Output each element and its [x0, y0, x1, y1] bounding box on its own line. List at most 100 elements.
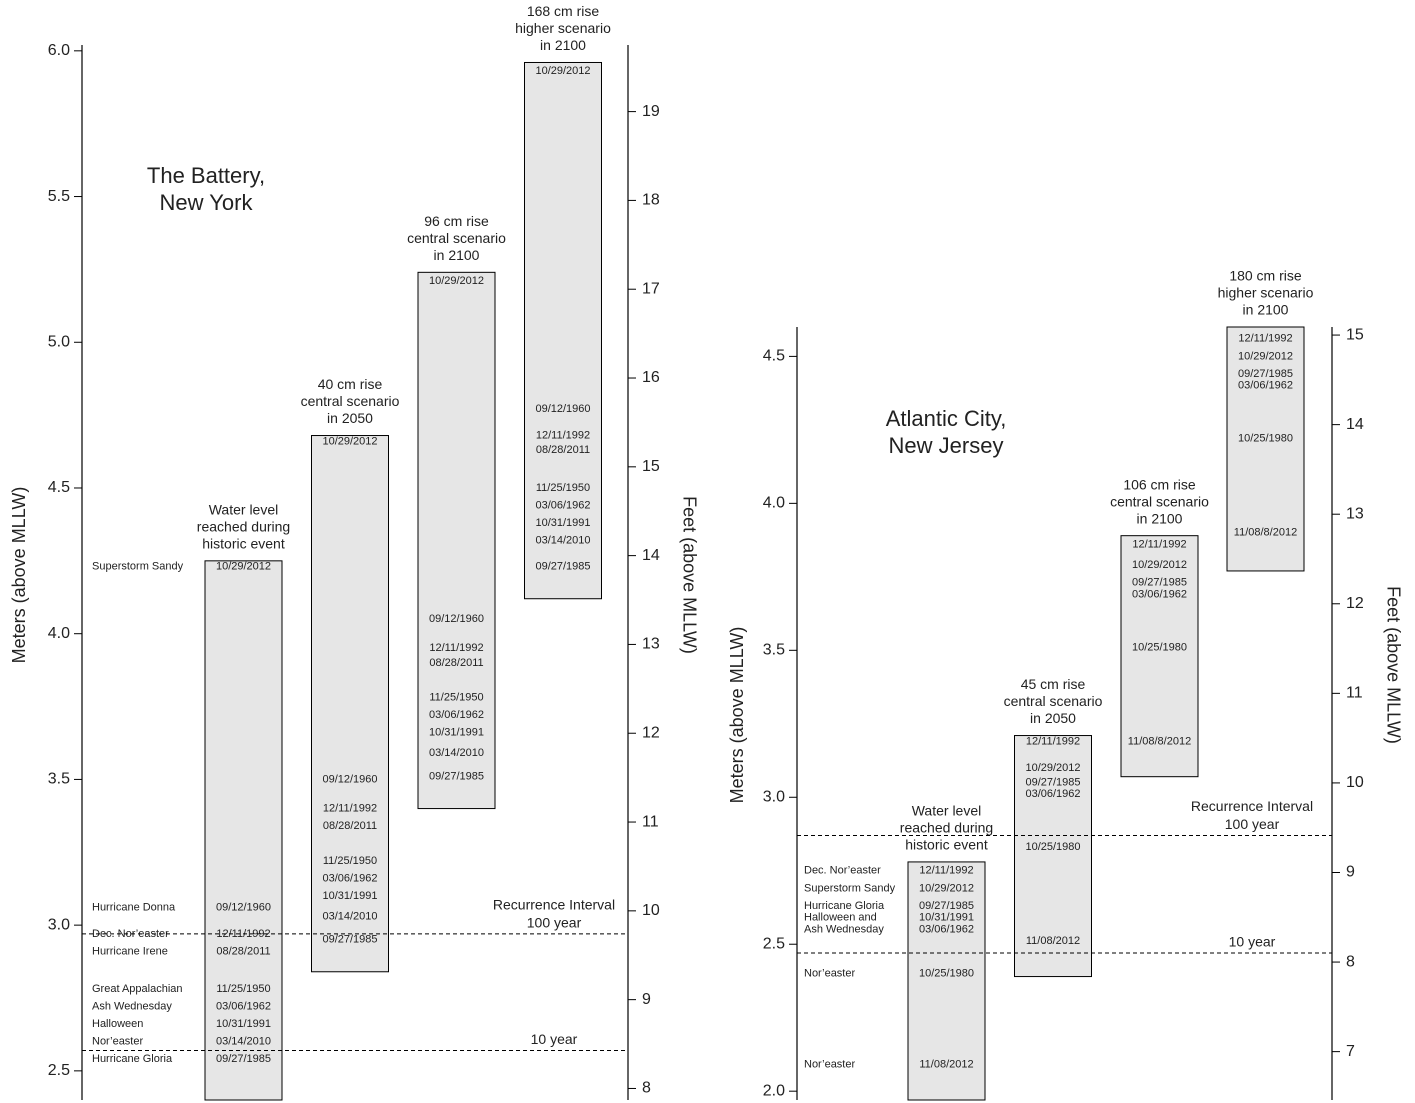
event-date: 10/31/1991: [535, 517, 590, 529]
event-name: Hurricane Irene: [92, 945, 168, 957]
event-date: 03/14/2010: [216, 1036, 271, 1048]
event-name: Halloween: [92, 1018, 143, 1030]
column-heading: 180 cm rise: [1229, 268, 1302, 284]
recurrence-title: Recurrence Interval: [1191, 798, 1313, 814]
panel: 2.5 3.0 3.5 4.0 4.5 5.0 5.5 6.0 8 9 10 11 12 13 14 15 16…: [9, 3, 699, 1101]
event-name: Nor’easter: [92, 1036, 143, 1048]
y2-tick-label: 11: [642, 813, 659, 830]
scenario-box: [1014, 735, 1092, 978]
event-name: Great Appalachian: [92, 983, 183, 995]
y-tick-label: 4.5: [763, 348, 785, 365]
y2-tick-label: 10: [642, 902, 660, 919]
event-date: 10/29/2012: [1132, 559, 1187, 571]
column-heading: central scenario: [1004, 693, 1103, 709]
column-heading: Water level: [209, 502, 279, 518]
column-heading: reached during: [197, 519, 290, 535]
column-heading: Water level: [912, 803, 982, 819]
scenario-box: [204, 560, 283, 1101]
event-date: 09/27/1985: [429, 770, 484, 782]
event-date: 11/08/8/2012: [1128, 735, 1191, 747]
event-date: 08/28/2011: [536, 444, 590, 456]
event-date: 10/31/1991: [919, 912, 974, 924]
event-date: 03/06/1962: [216, 1001, 271, 1013]
column-heading: in 2050: [327, 410, 373, 426]
y2-tick-label: 15: [1346, 326, 1364, 343]
event-date: 11/25/1950: [536, 482, 590, 494]
recurrence-label: 10 year: [531, 1031, 578, 1047]
event-name: Nor’easter: [804, 968, 855, 980]
event-date: 12/11/1992: [1026, 735, 1080, 747]
event-date: 09/27/1985: [1132, 577, 1187, 589]
event-date: 12/11/1992: [1238, 333, 1292, 345]
y2-axis-title: Feet (above MLLW): [1383, 586, 1403, 744]
event-date: 09/12/1960: [535, 403, 590, 415]
y2-tick-label: 12: [1346, 595, 1364, 612]
event-date: 10/29/2012: [1238, 350, 1293, 362]
event-date: 03/06/1962: [322, 872, 377, 884]
y2-tick-label: 13: [1346, 505, 1364, 522]
y-tick-label: 5.0: [48, 333, 70, 350]
recurrence-label: 100 year: [527, 915, 582, 931]
event-date: 10/29/2012: [429, 275, 484, 287]
column-heading: 168 cm rise: [527, 3, 600, 19]
event-date: 10/29/2012: [1025, 762, 1080, 774]
column-heading: 106 cm rise: [1123, 476, 1196, 492]
y2-tick-label: 7: [1346, 1043, 1355, 1060]
y-tick-label: 2.0: [763, 1082, 785, 1099]
y-tick-label: 6.0: [48, 42, 70, 59]
scenario-box: [311, 435, 389, 973]
recurrence-label: 100 year: [1225, 816, 1280, 832]
event-date: 09/27/1985: [216, 1053, 271, 1065]
event-date: 10/25/1980: [1238, 433, 1293, 445]
column-heading: historic event: [202, 536, 285, 552]
event-date: 10/29/2012: [535, 65, 590, 77]
column-heading: higher scenario: [515, 20, 611, 36]
event-date: 10/31/1991: [429, 727, 484, 739]
recurrence-title: Recurrence Interval: [493, 897, 615, 913]
y-tick-label: 4.0: [763, 495, 785, 512]
y2-tick-label: 18: [642, 192, 660, 209]
event-date: 09/27/1985: [1025, 776, 1080, 788]
column-heading: 40 cm rise: [318, 376, 383, 392]
event-name: Halloween and: [804, 912, 877, 924]
y-tick-label: 3.5: [763, 642, 785, 659]
event-name: Nor’easter: [804, 1059, 855, 1071]
event-name: Ash Wednesday: [92, 1001, 172, 1013]
event-date: 12/11/1992: [536, 429, 590, 441]
scenario-box: [1120, 535, 1199, 778]
scenario-box: [524, 61, 602, 600]
event-date: 08/28/2011: [216, 945, 270, 957]
y-tick-label: 4.0: [48, 625, 70, 642]
column-heading: in 2050: [1030, 710, 1076, 726]
event-date: 09/27/1985: [535, 561, 590, 573]
event-date: 10/29/2012: [919, 882, 974, 894]
event-date: 03/06/1962: [1025, 788, 1080, 800]
panel: 2.0 2.5 3.0 3.5 4.0 4.5 7 8 9 10 11 12 13 14 15 Meters …: [727, 268, 1403, 1101]
y-tick-label: 5.5: [48, 188, 70, 205]
column-heading: 45 cm rise: [1021, 676, 1086, 692]
y2-axis-title: Feet (above MLLW): [679, 496, 699, 654]
event-date: 08/28/2011: [323, 820, 377, 832]
column-heading: 96 cm rise: [424, 213, 489, 229]
event-date: 11/08/2012: [919, 1059, 973, 1071]
event-date: 11/25/1950: [429, 692, 483, 704]
chart-title: Atlantic City,: [886, 406, 1007, 431]
y-tick-label: 4.5: [48, 479, 70, 496]
scenario-box: [907, 861, 986, 1101]
event-date: 09/12/1960: [322, 773, 377, 785]
event-date: 09/27/1985: [919, 900, 974, 912]
event-date: 03/14/2010: [322, 910, 377, 922]
y-axis-title: Meters (above MLLW): [727, 627, 747, 804]
event-date: 10/25/1980: [1132, 641, 1187, 653]
column-heading: central scenario: [407, 230, 506, 246]
column-heading: reached during: [900, 820, 993, 836]
event-date: 10/29/2012: [216, 561, 271, 573]
event-date: 03/06/1962: [919, 923, 974, 935]
column-heading: central scenario: [1110, 493, 1209, 509]
y2-tick-label: 10: [1346, 774, 1364, 791]
event-date: 10/29/2012: [322, 435, 377, 447]
event-date: 09/12/1960: [216, 902, 271, 914]
chart-title: New Jersey: [889, 433, 1004, 458]
y-tick-label: 2.5: [48, 1062, 70, 1079]
